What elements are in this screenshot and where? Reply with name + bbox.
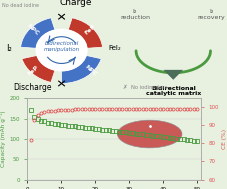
Y-axis label: CE (%): CE (%) <box>221 129 226 149</box>
Text: NPC: NPC <box>83 64 97 77</box>
Text: Bidirectional
catalytic matrix: Bidirectional catalytic matrix <box>145 86 200 96</box>
Circle shape <box>36 29 87 71</box>
Polygon shape <box>163 70 182 80</box>
Text: Charge: Charge <box>59 0 92 7</box>
Text: ✗: ✗ <box>121 85 126 90</box>
Text: FeP: FeP <box>26 65 39 77</box>
Text: No iodine loss: No iodine loss <box>131 85 167 90</box>
Text: No dead iodine: No dead iodine <box>2 2 39 8</box>
Wedge shape <box>21 18 55 48</box>
Y-axis label: Capacity (mAh g⁻¹): Capacity (mAh g⁻¹) <box>0 111 6 167</box>
Text: FeP: FeP <box>84 23 96 36</box>
Ellipse shape <box>117 120 181 148</box>
Wedge shape <box>68 18 102 48</box>
Text: FeI₂: FeI₂ <box>108 45 121 51</box>
Wedge shape <box>22 55 55 82</box>
Wedge shape <box>61 55 101 84</box>
Text: I₂: I₂ <box>6 44 12 53</box>
Text: Bidirectional
manipulation: Bidirectional manipulation <box>43 41 79 52</box>
Text: NPC: NPC <box>26 23 40 36</box>
Text: Discharge: Discharge <box>13 83 52 92</box>
Text: I₂
reduction: I₂ reduction <box>119 9 149 20</box>
Text: I₂
recovery: I₂ recovery <box>197 9 225 20</box>
